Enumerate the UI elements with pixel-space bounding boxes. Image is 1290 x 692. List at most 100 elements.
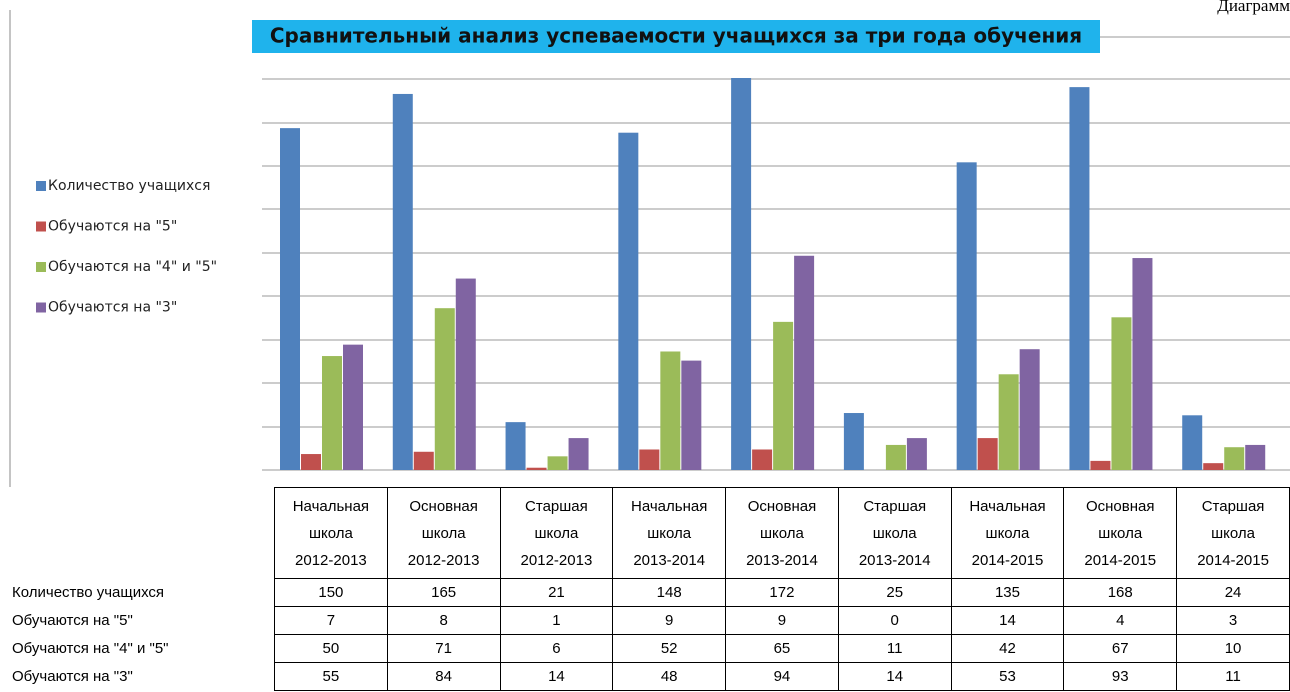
value-cell: 11 [837, 634, 952, 663]
data-table: Начальная школа 2012-2013 Основная школа … [10, 487, 1290, 691]
value-cell: 4 [1063, 606, 1178, 635]
bar [977, 438, 998, 470]
value-cell: 135 [950, 578, 1065, 607]
category-label: Основная школа 2014-2015 [1063, 487, 1178, 579]
legend-label: Обучаются на "4" и "5" [48, 259, 217, 275]
legend-swatch [36, 181, 46, 191]
value-cell: 9 [725, 606, 839, 635]
bar [794, 255, 815, 470]
category-label: Старшая школа 2013-2014 [837, 487, 952, 579]
category-label: Начальная школа 2013-2014 [612, 487, 727, 579]
value-cell: 11 [1176, 662, 1290, 691]
bar [413, 451, 434, 470]
value-cell: 0 [837, 606, 952, 635]
value-cell: 8 [386, 606, 501, 635]
value-cell: 84 [386, 662, 501, 691]
bar [681, 360, 702, 470]
value-cell: 9 [612, 606, 727, 635]
legend-label: Обучаются на "3" [48, 300, 177, 316]
bar [956, 162, 977, 471]
bar [998, 374, 1019, 470]
table-row: Обучаются на "5" 7 8 1 9 9 0 14 4 3 [10, 606, 1290, 635]
bar [618, 132, 639, 470]
bar [392, 93, 413, 470]
value-cell: 94 [725, 662, 839, 691]
value-cell: 14 [950, 606, 1065, 635]
value-cell: 10 [1176, 634, 1290, 663]
bar [322, 356, 342, 470]
legend-swatch [36, 302, 46, 313]
legend-swatch [36, 221, 46, 232]
value-cell: 7 [274, 606, 388, 635]
table-header-row: Начальная школа 2012-2013 Основная школа … [10, 487, 1290, 579]
bar [568, 438, 589, 470]
bar [526, 467, 547, 470]
corner-cell [10, 488, 275, 579]
legend-label: Обучаются на "5" [48, 219, 177, 235]
value-cell: 14 [837, 662, 952, 691]
value-cell: 48 [612, 662, 727, 691]
table-row: Количество учащихся 150 165 21 148 172 25 135 16… [10, 578, 1290, 607]
value-cell: 148 [612, 578, 727, 607]
bar [1111, 317, 1132, 470]
value-cell: 42 [950, 634, 1065, 663]
bar [434, 308, 455, 470]
value-cell: 150 [274, 578, 388, 607]
category-label: Основная школа 2013-2014 [725, 487, 839, 579]
value-cell: 3 [1176, 606, 1290, 635]
value-cell: 65 [725, 634, 839, 663]
chart-title: Сравнительный анализ успеваемости учащих… [270, 24, 1082, 48]
bar [505, 422, 526, 470]
legend-label: Количество учащихся [48, 178, 210, 194]
category-label: Начальная школа 2012-2013 [274, 487, 388, 579]
row-label: Количество учащихся [12, 584, 165, 601]
value-cell: 21 [499, 578, 614, 607]
bar [1203, 463, 1224, 470]
value-cell: 14 [499, 662, 614, 691]
category-label: Начальная школа 2014-2015 [950, 487, 1065, 579]
value-cell: 67 [1063, 634, 1178, 663]
title-box [252, 20, 1100, 53]
bar [301, 454, 321, 470]
bar [1182, 415, 1203, 470]
table-row: Обучаются на "4" и "5" 50 71 6 52 65 11 42 67 10 [10, 634, 1290, 663]
bar [1090, 460, 1111, 470]
row-label: Обучаются на "4" и "5" [12, 640, 169, 657]
bar [752, 449, 773, 470]
value-cell: 165 [386, 578, 501, 607]
bar [1069, 87, 1090, 471]
bar [1245, 444, 1266, 470]
category-label: Старшая школа 2012-2013 [499, 487, 614, 579]
value-cell: 172 [725, 578, 839, 607]
bar [660, 351, 681, 470]
row-label: Обучаются на "3" [12, 668, 133, 685]
value-cell: 168 [1063, 578, 1178, 607]
value-cell: 55 [274, 662, 388, 691]
bar [731, 78, 752, 470]
value-cell: 1 [499, 606, 614, 635]
bar [1019, 349, 1040, 470]
value-cell: 52 [612, 634, 727, 663]
bar [906, 438, 927, 470]
chart: Сравнительный анализ успеваемости учащих… [9, 0, 1290, 487]
bar [843, 413, 864, 470]
bar [885, 444, 906, 470]
bar [280, 128, 300, 471]
bar [1132, 258, 1153, 470]
bar [639, 449, 660, 470]
bar [547, 456, 568, 470]
bar [773, 321, 794, 470]
value-cell: 50 [274, 634, 388, 663]
value-cell: 71 [386, 634, 501, 663]
value-cell: 53 [950, 662, 1065, 691]
category-label: Основная школа 2012-2013 [386, 487, 501, 579]
value-cell: 24 [1176, 578, 1290, 607]
table-row: Обучаются на "3" 55 84 14 48 94 14 53 93 11 [10, 662, 1290, 691]
value-cell: 25 [837, 578, 952, 607]
category-label: Старшая школа 2014-2015 [1176, 487, 1290, 579]
bar [1224, 447, 1245, 470]
bar [455, 278, 476, 470]
row-label: Обучаются на "5" [12, 612, 133, 629]
value-cell: 93 [1063, 662, 1178, 691]
